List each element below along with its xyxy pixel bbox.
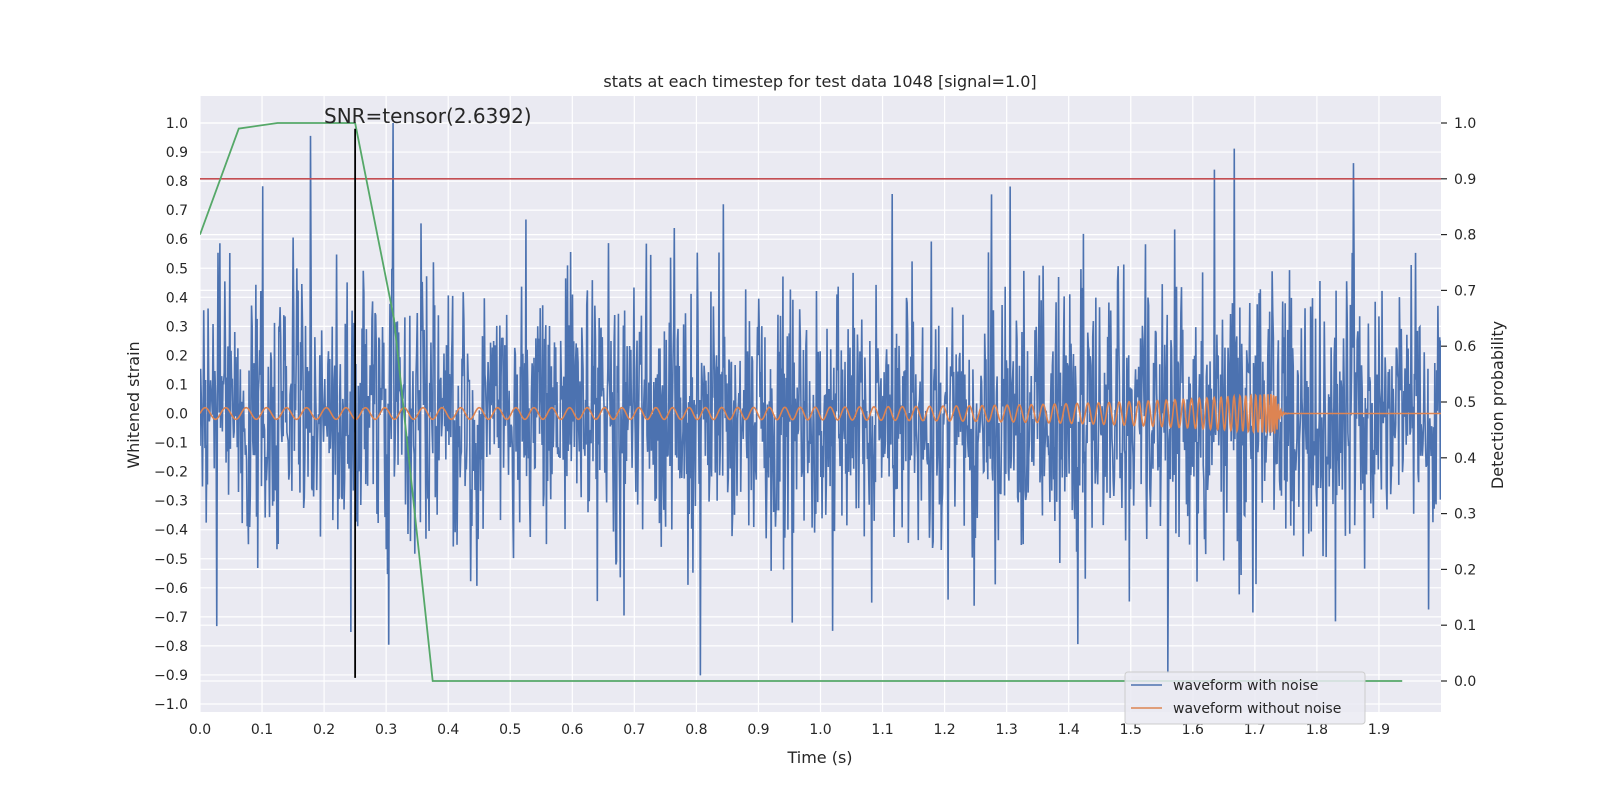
y-axis-right-ticks: 1.0 0.9 0.8 0.7 0.6 0.5 0.4 0.3 0.2 0.1 0.0: [1441, 116, 1476, 690]
x-tick-label: 1.2: [933, 722, 955, 738]
chart-title: stats at each timestep for test data 104…: [603, 72, 1036, 91]
y-left-tick-label: 0.3: [166, 319, 188, 335]
legend-label-waveform-with-noise: waveform with noise: [1173, 678, 1318, 694]
x-tick-label: 0.9: [747, 722, 769, 738]
y-left-tick-label: 0.2: [166, 348, 188, 364]
x-axis-label: Time (s): [786, 748, 852, 767]
y-left-tick-label: 0.0: [166, 407, 188, 423]
y-left-tick-label: 0.5: [166, 261, 188, 277]
x-tick-label: 0.2: [313, 722, 335, 738]
y-right-tick-label: 0.1: [1454, 618, 1476, 634]
series-detection-probability: [200, 122, 1403, 682]
y-right-tick-label: 0.7: [1454, 283, 1476, 299]
y-left-tick-label: −1.0: [154, 697, 188, 713]
legend-label-waveform-without-noise: waveform without noise: [1173, 701, 1341, 717]
y-right-tick-label: 0.4: [1454, 451, 1476, 467]
y-left-tick-label: −0.4: [154, 523, 188, 539]
y-left-tick-label: 0.9: [166, 145, 188, 161]
x-tick-label: 0.6: [561, 722, 583, 738]
x-tick-label: 0.5: [499, 722, 521, 738]
y-right-tick-label: 0.2: [1454, 562, 1476, 578]
x-tick-label: 1.3: [996, 722, 1018, 738]
y-left-tick-label: 0.1: [166, 377, 188, 393]
x-tick-label: 1.0: [809, 722, 831, 738]
y-right-tick-label: 0.9: [1454, 172, 1476, 188]
y-left-tick-label: −0.8: [154, 639, 188, 655]
y-axis-left-ticks: 1.0 0.9 0.8 0.7 0.6 0.5 0.4 0.3 0.2 0.1 0.0 −0.1 −0.…: [154, 116, 188, 713]
y-right-tick-label: 0.6: [1454, 339, 1476, 355]
x-tick-label: 0.3: [375, 722, 397, 738]
y-right-tick-label: 0.5: [1454, 395, 1476, 411]
y-axis-left-label: Whitened strain: [124, 341, 143, 468]
x-tick-label: 0.1: [251, 722, 273, 738]
y-left-tick-label: −0.3: [154, 494, 188, 510]
y-right-tick-label: 0.3: [1454, 507, 1476, 523]
y-left-tick-label: 0.4: [166, 290, 188, 306]
x-tick-label: 0.8: [685, 722, 707, 738]
y-right-tick-label: 1.0: [1454, 116, 1476, 132]
x-tick-label: 1.8: [1306, 722, 1328, 738]
y-left-tick-label: −0.2: [154, 465, 188, 481]
x-tick-label: 1.6: [1182, 722, 1204, 738]
y-left-tick-label: 0.6: [166, 232, 188, 248]
y-left-tick-label: 0.8: [166, 174, 188, 190]
x-tick-label: 1.5: [1120, 722, 1142, 738]
x-tick-label: 1.1: [871, 722, 893, 738]
y-axis-right-label: Detection probability: [1488, 321, 1507, 489]
x-tick-label: 1.4: [1058, 722, 1080, 738]
snr-annotation: SNR=tensor(2.6392): [324, 104, 532, 128]
x-tick-label: 0.7: [623, 722, 645, 738]
y-left-tick-label: −0.7: [154, 610, 188, 626]
legend-box: [1124, 671, 1366, 725]
legend: waveform with noise waveform without noi…: [1124, 671, 1366, 725]
y-left-tick-label: −0.5: [154, 552, 188, 568]
x-tick-label: 1.7: [1244, 722, 1266, 738]
x-axis-ticks: 0.0 0.1 0.2 0.3 0.4 0.5 0.6 0.7 0.8 0.9 1.0 1.1 1.2 1…: [189, 722, 1390, 738]
y-left-tick-label: 1.0: [166, 116, 188, 132]
y-right-tick-label: 0.8: [1454, 228, 1476, 244]
x-tick-label: 0.4: [437, 722, 459, 738]
y-left-tick-label: −0.6: [154, 581, 188, 597]
y-left-tick-label: 0.7: [166, 203, 188, 219]
y-right-tick-label: 0.0: [1454, 674, 1476, 690]
series-waveform-without-noise: [200, 393, 1441, 435]
x-tick-label: 0.0: [189, 722, 211, 738]
x-tick-label: 1.9: [1368, 722, 1390, 738]
y-left-tick-label: −0.9: [154, 668, 188, 684]
series-layer: [200, 122, 1441, 682]
y-left-tick-label: −0.1: [154, 436, 188, 452]
